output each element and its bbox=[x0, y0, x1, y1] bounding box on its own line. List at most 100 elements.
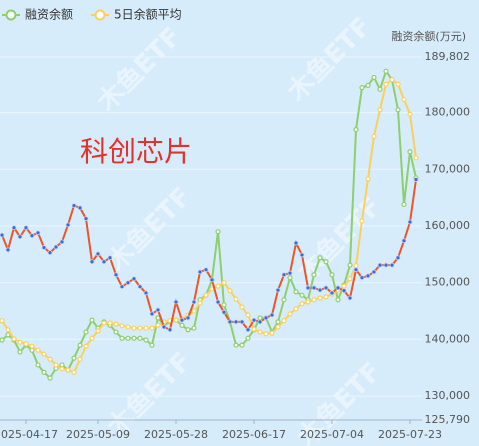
point bbox=[5, 327, 11, 333]
point bbox=[401, 238, 407, 244]
x-tick-label: 2025-07-04 bbox=[300, 428, 364, 441]
point bbox=[107, 320, 113, 326]
point bbox=[287, 311, 293, 317]
point bbox=[263, 315, 269, 321]
point bbox=[143, 290, 149, 296]
point bbox=[173, 317, 179, 323]
point bbox=[119, 284, 125, 290]
point bbox=[173, 299, 179, 305]
point bbox=[65, 222, 71, 228]
point bbox=[191, 299, 197, 305]
point bbox=[83, 343, 89, 349]
point bbox=[311, 297, 317, 303]
point bbox=[239, 304, 245, 310]
point bbox=[275, 287, 281, 293]
point bbox=[371, 74, 377, 81]
point bbox=[227, 319, 233, 325]
point bbox=[155, 322, 161, 328]
point bbox=[395, 107, 401, 113]
point bbox=[95, 251, 101, 257]
point bbox=[347, 295, 353, 301]
point bbox=[53, 244, 59, 250]
point bbox=[359, 218, 365, 224]
point bbox=[365, 176, 371, 182]
point bbox=[0, 318, 5, 324]
point bbox=[185, 315, 191, 321]
point bbox=[353, 126, 359, 133]
point bbox=[77, 205, 83, 211]
point bbox=[293, 306, 299, 312]
point bbox=[377, 107, 383, 113]
point bbox=[185, 327, 191, 333]
point bbox=[155, 307, 161, 313]
point bbox=[11, 225, 17, 231]
point bbox=[257, 319, 263, 325]
point bbox=[215, 229, 221, 235]
point bbox=[383, 81, 389, 87]
point bbox=[59, 366, 65, 372]
y-tick-label: 180,000 bbox=[425, 106, 471, 119]
point bbox=[143, 337, 149, 343]
point bbox=[41, 369, 47, 375]
point bbox=[239, 319, 245, 325]
point bbox=[179, 317, 185, 323]
point bbox=[263, 331, 269, 337]
point bbox=[347, 276, 353, 282]
point bbox=[371, 269, 377, 275]
point bbox=[413, 177, 419, 182]
point bbox=[275, 324, 281, 330]
point bbox=[269, 330, 275, 336]
point bbox=[341, 288, 347, 294]
point bbox=[407, 149, 413, 155]
point bbox=[59, 239, 65, 245]
point bbox=[335, 285, 341, 291]
point bbox=[305, 285, 311, 291]
point bbox=[77, 342, 83, 348]
point bbox=[35, 230, 41, 236]
point bbox=[365, 82, 371, 88]
point bbox=[65, 367, 71, 373]
point bbox=[299, 301, 305, 307]
point bbox=[41, 245, 47, 250]
point bbox=[17, 339, 23, 345]
point bbox=[245, 327, 251, 333]
point bbox=[329, 272, 335, 278]
point bbox=[281, 297, 287, 303]
point bbox=[47, 250, 53, 256]
y-axis-title: 融资余额(万元) bbox=[391, 29, 466, 43]
point bbox=[269, 312, 275, 318]
point bbox=[35, 362, 41, 368]
point bbox=[389, 262, 395, 268]
point bbox=[167, 327, 173, 333]
point bbox=[323, 294, 329, 300]
point bbox=[29, 343, 35, 349]
y-tick-label: 125,790 bbox=[425, 413, 471, 426]
point bbox=[293, 289, 299, 295]
point bbox=[395, 81, 401, 87]
x-tick-label: 2025-05-09 bbox=[66, 428, 130, 441]
point bbox=[407, 111, 413, 117]
point bbox=[311, 272, 317, 278]
point bbox=[113, 321, 119, 327]
point bbox=[113, 329, 119, 335]
point bbox=[383, 68, 389, 74]
point bbox=[137, 284, 143, 290]
point bbox=[179, 322, 185, 328]
y-tick-label: 160,000 bbox=[425, 219, 471, 232]
point bbox=[359, 275, 365, 281]
point bbox=[401, 96, 407, 103]
point bbox=[233, 319, 239, 325]
point bbox=[113, 272, 119, 278]
point bbox=[287, 270, 293, 276]
y-tick-label: 170,000 bbox=[425, 162, 471, 175]
point bbox=[5, 247, 11, 253]
point bbox=[11, 336, 17, 342]
point bbox=[287, 275, 293, 281]
y-tick-label: 150,000 bbox=[425, 276, 471, 289]
point bbox=[125, 280, 131, 286]
point bbox=[137, 325, 143, 331]
annotation: 科创芯片 bbox=[80, 135, 192, 168]
